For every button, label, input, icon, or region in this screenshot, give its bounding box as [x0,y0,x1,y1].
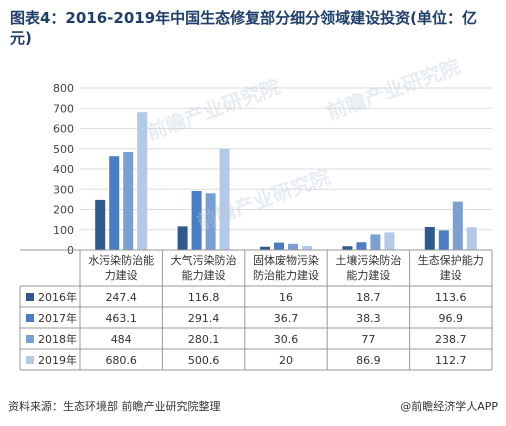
watermark-text: 前瞻产业研究院 [144,74,284,144]
table-value: 113.6 [435,291,467,304]
table-value: 238.7 [435,333,467,346]
category-label: 力建设 [105,268,138,282]
category-label: 能力建设 [182,268,226,282]
bar [137,112,148,250]
legend-swatch [26,314,34,322]
table-value: 16 [279,291,293,304]
bar [191,190,202,250]
table-value: 291.4 [188,312,220,325]
bar [424,226,435,250]
bar [260,246,270,250]
category-label: 大气污染防治 [171,253,237,267]
category-label: 建设 [440,268,462,282]
table-value: 280.1 [188,333,220,346]
y-tick-label: 800 [53,82,74,95]
table-value: 77 [361,333,375,346]
bar [466,227,477,250]
bar [219,148,230,250]
legend-label: 2019年 [38,353,77,367]
bar [302,245,312,250]
y-tick-label: 400 [53,163,74,176]
category-label: 生态保护能力 [418,253,484,267]
bar [109,156,120,250]
y-tick-label: 700 [53,102,74,115]
category-label: 水污染防治能 [88,253,154,267]
table-value: 38.3 [356,312,381,325]
table-value: 484 [111,333,132,346]
table-value: 20 [279,354,293,367]
bar [370,234,381,250]
bar [356,242,367,250]
bar [95,199,106,250]
bar [288,243,298,250]
y-tick-label: 100 [53,224,74,237]
bar [177,226,188,250]
legend-label: 2016年 [38,290,77,304]
table-value: 30.6 [274,333,299,346]
y-tick-label: 600 [53,123,74,136]
table-value: 500.6 [188,354,220,367]
bar [384,232,395,250]
y-tick-label: 300 [53,183,74,196]
y-tick-label: 200 [53,204,74,217]
table-value: 112.7 [435,354,467,367]
bar [452,201,463,250]
legend-label: 2017年 [38,311,77,325]
category-label: 能力建设 [346,268,390,282]
bar [438,230,449,250]
table-value: 463.1 [105,312,137,325]
y-tick-label: 500 [53,143,74,156]
source-note: 资料来源：生态环境部 前瞻产业研究院整理 [8,400,221,413]
table-value: 116.8 [188,291,220,304]
table-value: 86.9 [356,354,381,367]
chart-title: 图表4：2016-2019年中国生态修复部分细分领域建设投资(单位：亿元) [10,9,478,47]
category-label: 土壤污染防治 [335,253,401,267]
legend-swatch [26,356,34,364]
legend-label: 2018年 [38,332,77,346]
table-value: 96.9 [439,312,464,325]
legend-swatch [26,335,34,343]
category-label: 固体废物污染 [253,253,319,267]
category-label: 防治能力建设 [253,268,319,282]
bar [205,193,216,250]
table-value: 18.7 [356,291,381,304]
table-value: 247.4 [105,291,137,304]
legend-swatch [26,293,34,301]
watermark-text: 前瞻产业研究院 [324,54,464,124]
bar [342,246,353,250]
table-value: 680.6 [105,354,137,367]
bar [123,151,134,250]
brand-label: @前瞻经济学人APP [400,400,498,413]
bar [274,242,284,250]
table-value: 36.7 [274,312,299,325]
